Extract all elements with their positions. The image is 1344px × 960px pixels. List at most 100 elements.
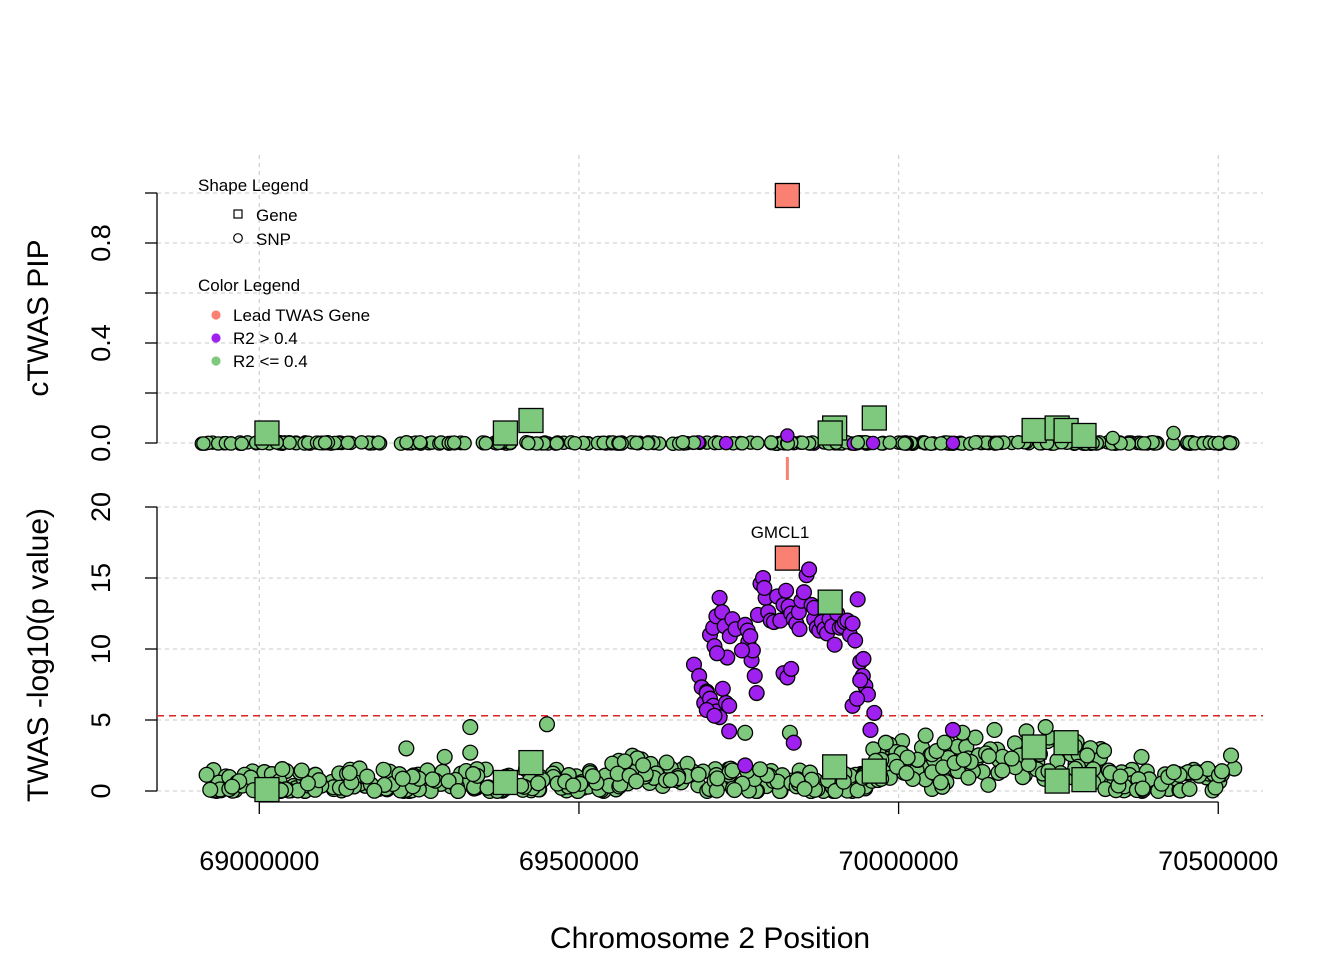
bottom-snp-point [538, 716, 556, 733]
bottom-snp-point [375, 761, 392, 778]
bottom-snp-point [1165, 764, 1182, 781]
top-gene-square [518, 407, 544, 434]
high-r2-snp-point [801, 561, 818, 578]
top-snp-point [354, 435, 369, 450]
high-r2-snp-point [848, 690, 866, 707]
bottom-y-tick-label: 15 [86, 563, 116, 593]
bottom-gene-square [1053, 730, 1079, 756]
high-r2-snp-point [746, 667, 763, 685]
high-r2-snp-point [733, 642, 751, 659]
top-gene-square [254, 420, 280, 446]
bottom-snp-point [635, 757, 652, 774]
top-highlight-snp [1166, 425, 1181, 441]
top-snp-point [549, 436, 565, 451]
bottom-snp-point [1134, 780, 1151, 797]
bottom-gene-square [492, 769, 519, 796]
bottom-snp-point [224, 778, 241, 795]
top-snp-point [629, 435, 644, 451]
top-gene-square [1071, 422, 1097, 449]
top-snp-point [196, 436, 211, 451]
top-y-axis-title: cTWAS PIP [22, 239, 55, 396]
top-highlight-snp [1105, 430, 1121, 446]
bottom-snp-point [960, 769, 977, 786]
high-r2-snp-point [783, 660, 800, 677]
top-snp-point [521, 435, 536, 451]
bottom-gene-square [822, 754, 848, 780]
bottom-snp-point [986, 721, 1003, 738]
high-r2-snp-point [778, 582, 795, 599]
x-tick-label: 69000000 [199, 846, 319, 876]
bottom-snp-point [1213, 763, 1230, 780]
top-snp-point [882, 435, 898, 450]
bottom-snp-point [899, 749, 916, 766]
high-r2-snp-point [862, 721, 879, 738]
bottom-snp-point [398, 740, 415, 757]
top-snp-point [412, 435, 428, 450]
top-snp-point [446, 435, 462, 450]
bottom-snp-point [1222, 747, 1240, 764]
bottom-snp-point [709, 770, 726, 787]
high-r2-snp-point [866, 704, 883, 721]
bottom-snp-point [1181, 780, 1198, 797]
bottom-snp-point [898, 765, 915, 782]
bottom-snp-point [628, 773, 645, 790]
high-r2-snp-point [737, 757, 754, 774]
bottom-snp-point [1112, 768, 1129, 785]
high-r2-snp-point [852, 672, 869, 689]
top-lead-gene-square [774, 182, 801, 209]
top-snp-point [282, 435, 297, 450]
bottom-gene-square [1071, 766, 1097, 793]
x-axis-title: Chromosome 2 Position [550, 922, 870, 955]
high-r2-snp-point [795, 584, 813, 601]
top-y-tick-label: 0.4 [86, 324, 116, 362]
high-r2-snp-point [742, 628, 759, 645]
top-snp-point [399, 435, 414, 450]
bottom-y-tick-label: 10 [86, 634, 116, 664]
color-legend-low-r2: R2 <= 0.4 [233, 352, 308, 371]
lead-gene-label: GMCL1 [751, 523, 810, 542]
top-snp-point [317, 435, 333, 450]
top-snp-point [933, 436, 949, 451]
top-y-tick-label: 0.8 [86, 224, 116, 262]
high-r2-snp-point [826, 636, 843, 653]
top-highlight-snp [780, 428, 795, 443]
color-legend-lead: Lead TWAS Gene [233, 306, 370, 325]
high-r2-snp-point [721, 697, 738, 714]
high-r2-snp-point [711, 589, 728, 606]
bottom-snp-point [796, 780, 813, 797]
bottom-lead-gene-square [774, 545, 801, 571]
high-r2-snp-point [756, 579, 773, 596]
bottom-snp-point [917, 727, 934, 744]
lead-gene-dot-icon [211, 310, 221, 320]
high-r2-snp-point [708, 645, 726, 662]
bottom-snp-point [341, 764, 358, 781]
top-snp-point [340, 435, 356, 450]
high-r2-snp-point [706, 707, 723, 724]
bottom-gene-square [817, 589, 843, 615]
top-highlight-snp [865, 435, 881, 451]
bottom-snp-point [366, 782, 383, 799]
top-snp-point [989, 436, 1005, 451]
top-snp-point [234, 436, 249, 451]
high-r2-snp-point [844, 615, 861, 632]
bottom-snp-point [359, 768, 376, 785]
bottom-snp-point [980, 748, 997, 765]
top-gene-square [1021, 417, 1047, 444]
bottom-snp-point [424, 771, 441, 788]
bottom-snp-point [690, 766, 707, 783]
color-legend-title: Color Legend [198, 276, 300, 295]
top-snp-point [764, 435, 779, 450]
top-gene-square [861, 405, 887, 431]
bottom-y-tick-label: 20 [86, 492, 116, 522]
x-tick-label: 69500000 [519, 846, 639, 876]
top-snp-point [612, 435, 627, 451]
bottom-snp-point [462, 744, 479, 761]
bottom-snp-point [1096, 742, 1113, 759]
high-r2-snp-point [849, 591, 866, 608]
top-gene-square [817, 420, 843, 446]
top-highlight-snp [945, 435, 961, 451]
top-snp-point [750, 435, 765, 451]
top-snp-point [968, 435, 983, 450]
bottom-snp-point [530, 775, 547, 792]
